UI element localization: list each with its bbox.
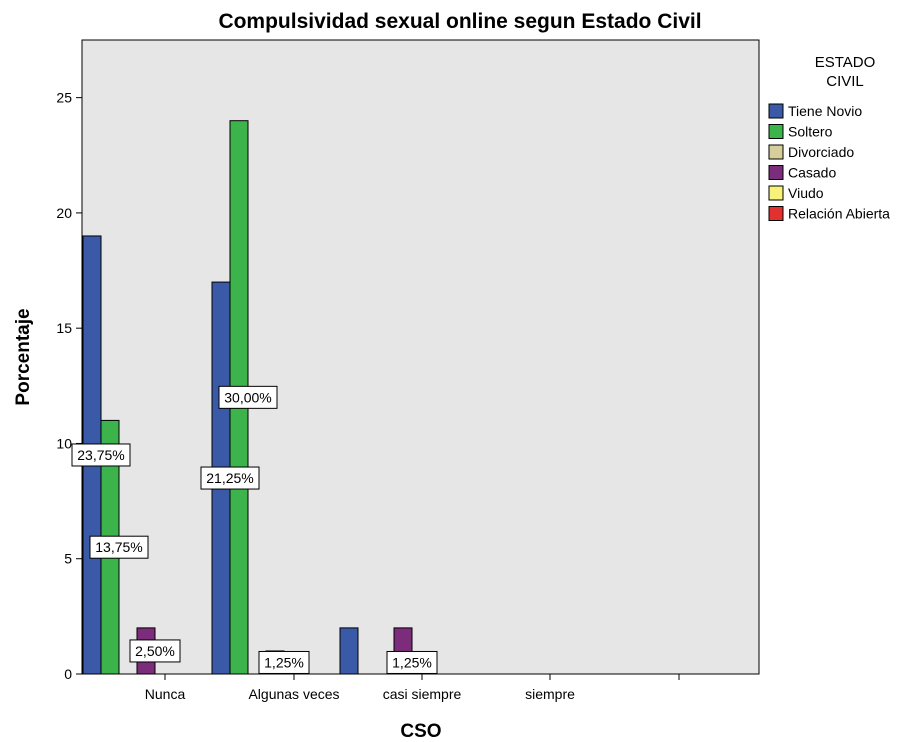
legend-swatch <box>768 144 784 160</box>
y-tick-label: 15 <box>56 320 72 336</box>
x-axis: Nunca Algunas veces casi siempre siempre <box>145 674 680 702</box>
data-label: 13,75% <box>95 539 142 555</box>
data-label-box <box>200 466 260 490</box>
data-label-box <box>218 385 278 409</box>
data-label-box <box>386 650 438 674</box>
legend-title-line-1: ESTADO <box>815 54 876 71</box>
data-label-box <box>71 443 131 467</box>
y-tick-label: 10 <box>56 435 72 451</box>
data-label: 1,25% <box>264 654 304 670</box>
x-tick-label: Algunas veces <box>248 686 339 702</box>
bar <box>339 627 359 675</box>
y-axis: 0 5 10 15 20 25 <box>56 90 82 682</box>
data-label: 21,25% <box>206 470 253 486</box>
legend-label: Divorciado <box>788 144 854 160</box>
data-label: 30,00% <box>224 389 271 405</box>
data-label-box <box>129 639 181 663</box>
data-label-box <box>89 535 149 559</box>
legend-swatch <box>768 206 784 221</box>
chart-title: Compulsividad sexual online segun Estado… <box>218 10 701 33</box>
data-label: 23,75% <box>77 447 124 463</box>
legend-title-line-2: CIVIL <box>826 73 864 90</box>
x-axis-title: CSO <box>400 721 441 742</box>
x-tick-label: casi siempre <box>383 686 462 702</box>
legend-swatch <box>768 124 784 139</box>
legend: ESTADO CIVIL Tiene Novio Soltero Divorciad… <box>768 54 890 222</box>
legend-swatch <box>768 185 784 201</box>
y-axis-title: Porcentaje <box>13 308 34 405</box>
y-tick-label: 5 <box>64 551 72 567</box>
legend-swatch <box>768 165 784 180</box>
legend-label: Relación Abierta <box>788 206 890 222</box>
data-label: 2,50% <box>135 643 175 659</box>
legend-label: Casado <box>788 165 836 181</box>
y-tick-label: 25 <box>56 90 72 106</box>
legend-label: Soltero <box>788 124 833 140</box>
legend-label: Viudo <box>788 185 824 201</box>
data-label-box <box>258 650 310 674</box>
y-tick-label: 20 <box>56 205 72 221</box>
y-tick-label: 0 <box>64 666 72 682</box>
legend-swatch <box>768 103 784 119</box>
plot-area <box>81 39 760 675</box>
legend-label: Tiene Novio <box>788 103 862 119</box>
data-label: 1,25% <box>392 654 432 670</box>
x-tick-label: Nunca <box>145 686 186 702</box>
data-labels: 23,75% 13,75% 2,50% 30,00% 21,25% 1,25% 1,25% <box>71 385 438 674</box>
x-tick-label: siempre <box>525 686 575 702</box>
